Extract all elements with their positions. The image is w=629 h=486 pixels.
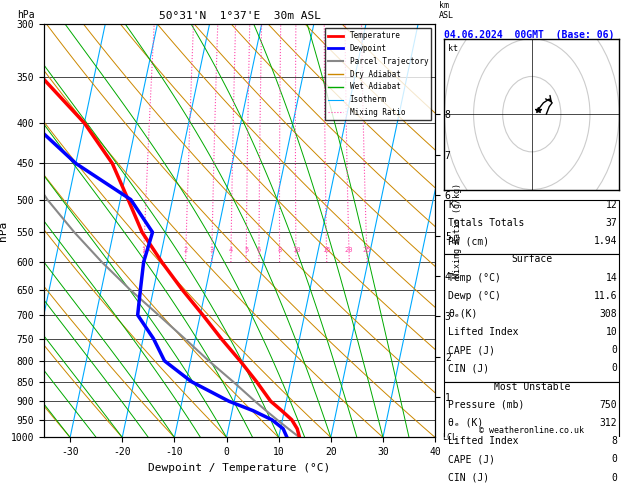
Text: 2: 2 <box>184 247 188 253</box>
Text: 0: 0 <box>611 454 617 464</box>
Bar <box>445 254 619 382</box>
Text: 12: 12 <box>606 200 617 210</box>
Text: Totals Totals: Totals Totals <box>448 218 525 228</box>
Y-axis label: hPa: hPa <box>0 221 8 241</box>
Text: CAPE (J): CAPE (J) <box>448 454 495 464</box>
Text: LCL: LCL <box>442 433 457 442</box>
Text: Temp (°C): Temp (°C) <box>448 273 501 282</box>
Text: K: K <box>448 200 454 210</box>
Text: Lifted Index: Lifted Index <box>448 327 518 337</box>
Y-axis label: Mixing Ratio (g/kg): Mixing Ratio (g/kg) <box>454 183 462 278</box>
Bar <box>445 200 619 254</box>
Text: hPa: hPa <box>16 10 35 20</box>
Text: km
ASL: km ASL <box>439 1 454 20</box>
Text: 04.06.2024  00GMT  (Base: 06): 04.06.2024 00GMT (Base: 06) <box>445 31 615 40</box>
Bar <box>445 382 619 486</box>
Text: © weatheronline.co.uk: © weatheronline.co.uk <box>479 426 584 435</box>
Text: θₑ(K): θₑ(K) <box>448 309 477 319</box>
Text: CIN (J): CIN (J) <box>448 364 489 373</box>
Text: 37: 37 <box>606 218 617 228</box>
Text: 10: 10 <box>292 247 300 253</box>
Text: 6: 6 <box>257 247 261 253</box>
Text: 0: 0 <box>611 472 617 483</box>
Text: 20: 20 <box>345 247 353 253</box>
Text: 14: 14 <box>606 273 617 282</box>
Text: 1: 1 <box>142 247 146 253</box>
Text: Most Unstable: Most Unstable <box>494 382 570 392</box>
Text: CAPE (J): CAPE (J) <box>448 345 495 355</box>
Text: Pressure (mb): Pressure (mb) <box>448 400 525 410</box>
X-axis label: Dewpoint / Temperature (°C): Dewpoint / Temperature (°C) <box>148 463 331 473</box>
Text: 0: 0 <box>611 345 617 355</box>
Text: 10: 10 <box>606 327 617 337</box>
Text: PW (cm): PW (cm) <box>448 236 489 246</box>
Text: CIN (J): CIN (J) <box>448 472 489 483</box>
Text: 3: 3 <box>209 247 214 253</box>
Text: 11.6: 11.6 <box>594 291 617 301</box>
Text: θₑ (K): θₑ (K) <box>448 418 483 428</box>
Text: 308: 308 <box>599 309 617 319</box>
Text: 15: 15 <box>322 247 331 253</box>
Text: 0: 0 <box>611 364 617 373</box>
Text: 8: 8 <box>611 436 617 446</box>
Title: 50°31'N  1°37'E  30m ASL: 50°31'N 1°37'E 30m ASL <box>159 11 321 21</box>
Text: 4: 4 <box>229 247 233 253</box>
Text: 750: 750 <box>599 400 617 410</box>
Text: Lifted Index: Lifted Index <box>448 436 518 446</box>
Text: Dewp (°C): Dewp (°C) <box>448 291 501 301</box>
Text: 5: 5 <box>244 247 248 253</box>
Text: 312: 312 <box>599 418 617 428</box>
Text: 25: 25 <box>362 247 371 253</box>
Text: Surface: Surface <box>511 254 552 264</box>
Text: 8: 8 <box>277 247 282 253</box>
Text: 1.94: 1.94 <box>594 236 617 246</box>
Legend: Temperature, Dewpoint, Parcel Trajectory, Dry Adiabat, Wet Adiabat, Isotherm, Mi: Temperature, Dewpoint, Parcel Trajectory… <box>325 28 431 120</box>
